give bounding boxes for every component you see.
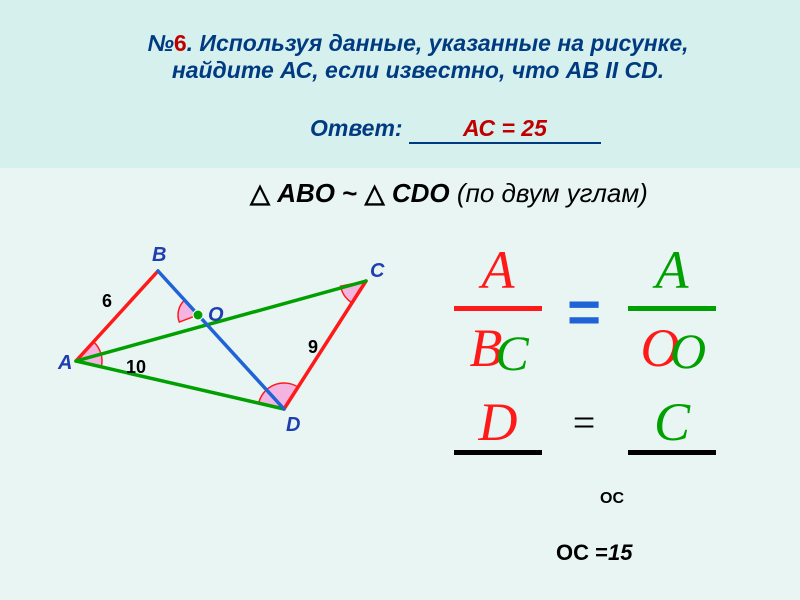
svg-text:A: A	[57, 352, 72, 374]
answer-value: АС = 25	[463, 115, 547, 141]
svg-text:O: O	[670, 323, 706, 379]
num-prefix: №	[147, 30, 173, 56]
svg-text:=: =	[567, 280, 601, 345]
title-text-1: . Используя данные, указанные на рисунке…	[187, 30, 689, 56]
title-line-2: найдите АС, если известно, что АВ II СD.	[78, 57, 758, 84]
oc-label: ОС =	[556, 540, 608, 565]
svg-text:C: C	[654, 392, 691, 452]
tri-abo: ABO	[277, 178, 335, 208]
svg-text:9: 9	[308, 337, 318, 357]
problem-number: 6	[174, 30, 187, 56]
svg-text:D: D	[478, 392, 518, 452]
svg-text:=: =	[573, 400, 596, 445]
oc-result: ОС =15	[556, 540, 632, 566]
geometry-diagram: A B C D O 6 10 9	[40, 225, 400, 445]
similarity-note: (по двум углам)	[457, 178, 648, 208]
svg-text:D: D	[286, 414, 300, 436]
answer-label: Ответ:	[310, 115, 403, 141]
svg-text:B: B	[152, 244, 166, 266]
tilde: ~	[342, 178, 357, 208]
svg-text:6: 6	[102, 291, 112, 311]
svg-text:10: 10	[126, 357, 146, 377]
proportion-equation: ABC=AOOD=C	[420, 240, 760, 470]
answer-row: Ответ: АС = 25	[310, 115, 601, 144]
svg-text:C: C	[370, 260, 385, 282]
svg-text:C: C	[495, 325, 529, 381]
triangle-symbol-1: △	[250, 178, 277, 208]
title-line-1: №6. Используя данные, указанные на рисун…	[78, 30, 758, 57]
svg-text:A: A	[653, 240, 690, 300]
similarity-statement: △ ABO ~ △ CDO (по двум углам)	[250, 178, 648, 209]
triangle-symbol-2: △	[365, 178, 392, 208]
problem-title: №6. Используя данные, указанные на рисун…	[60, 18, 776, 96]
oc-small-label: OC	[600, 490, 624, 508]
answer-underline: АС = 25	[409, 115, 601, 144]
oc-value: 15	[608, 540, 632, 565]
svg-text:A: A	[479, 240, 516, 300]
tri-cdo: CDO	[392, 178, 450, 208]
svg-text:O: O	[208, 304, 224, 326]
